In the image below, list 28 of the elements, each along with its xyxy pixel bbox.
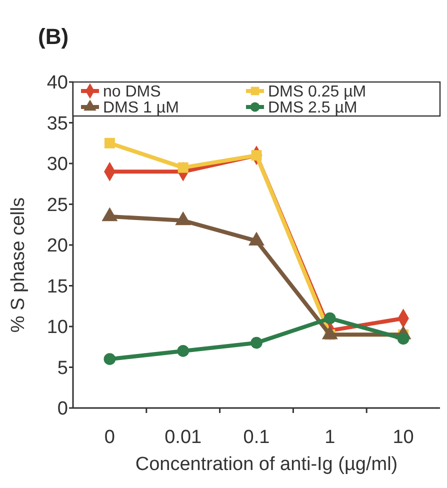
legend-label: DMS 1 µM	[103, 100, 179, 117]
y-tick-label: 20	[46, 236, 68, 257]
x-tick-label: 0	[104, 427, 115, 448]
x-axis-title: Concentration of anti-Ig (µg/ml)	[135, 454, 398, 475]
point	[178, 162, 188, 173]
legend-label: DMS 2.5 µM	[268, 100, 358, 117]
point	[177, 345, 190, 357]
y-tick-label: 25	[46, 194, 68, 216]
point	[104, 138, 115, 148]
y-tick-label: 10	[46, 317, 68, 338]
y-tick-label: 30	[46, 154, 68, 176]
legend-label: no DMS	[103, 84, 161, 101]
y-tick-label: 35	[46, 113, 68, 134]
point	[104, 353, 116, 366]
point	[251, 150, 262, 161]
point	[324, 312, 336, 324]
chart-title: (B)	[38, 24, 69, 49]
x-tick-label: 0.01	[164, 427, 202, 448]
y-tick-label: 0	[57, 398, 68, 420]
x-tick-label: 1	[324, 427, 336, 448]
y-tick-label: 15	[46, 276, 68, 298]
legend-label: DMS 0.25 µM	[268, 84, 366, 101]
y-axis-title: % S phase cells	[8, 197, 29, 333]
y-tick-label: 40	[46, 72, 68, 94]
x-tick-label: 10	[392, 427, 414, 448]
y-tick-label: 5	[57, 358, 68, 379]
point	[250, 336, 262, 349]
x-tick-label: 0.1	[243, 427, 270, 448]
